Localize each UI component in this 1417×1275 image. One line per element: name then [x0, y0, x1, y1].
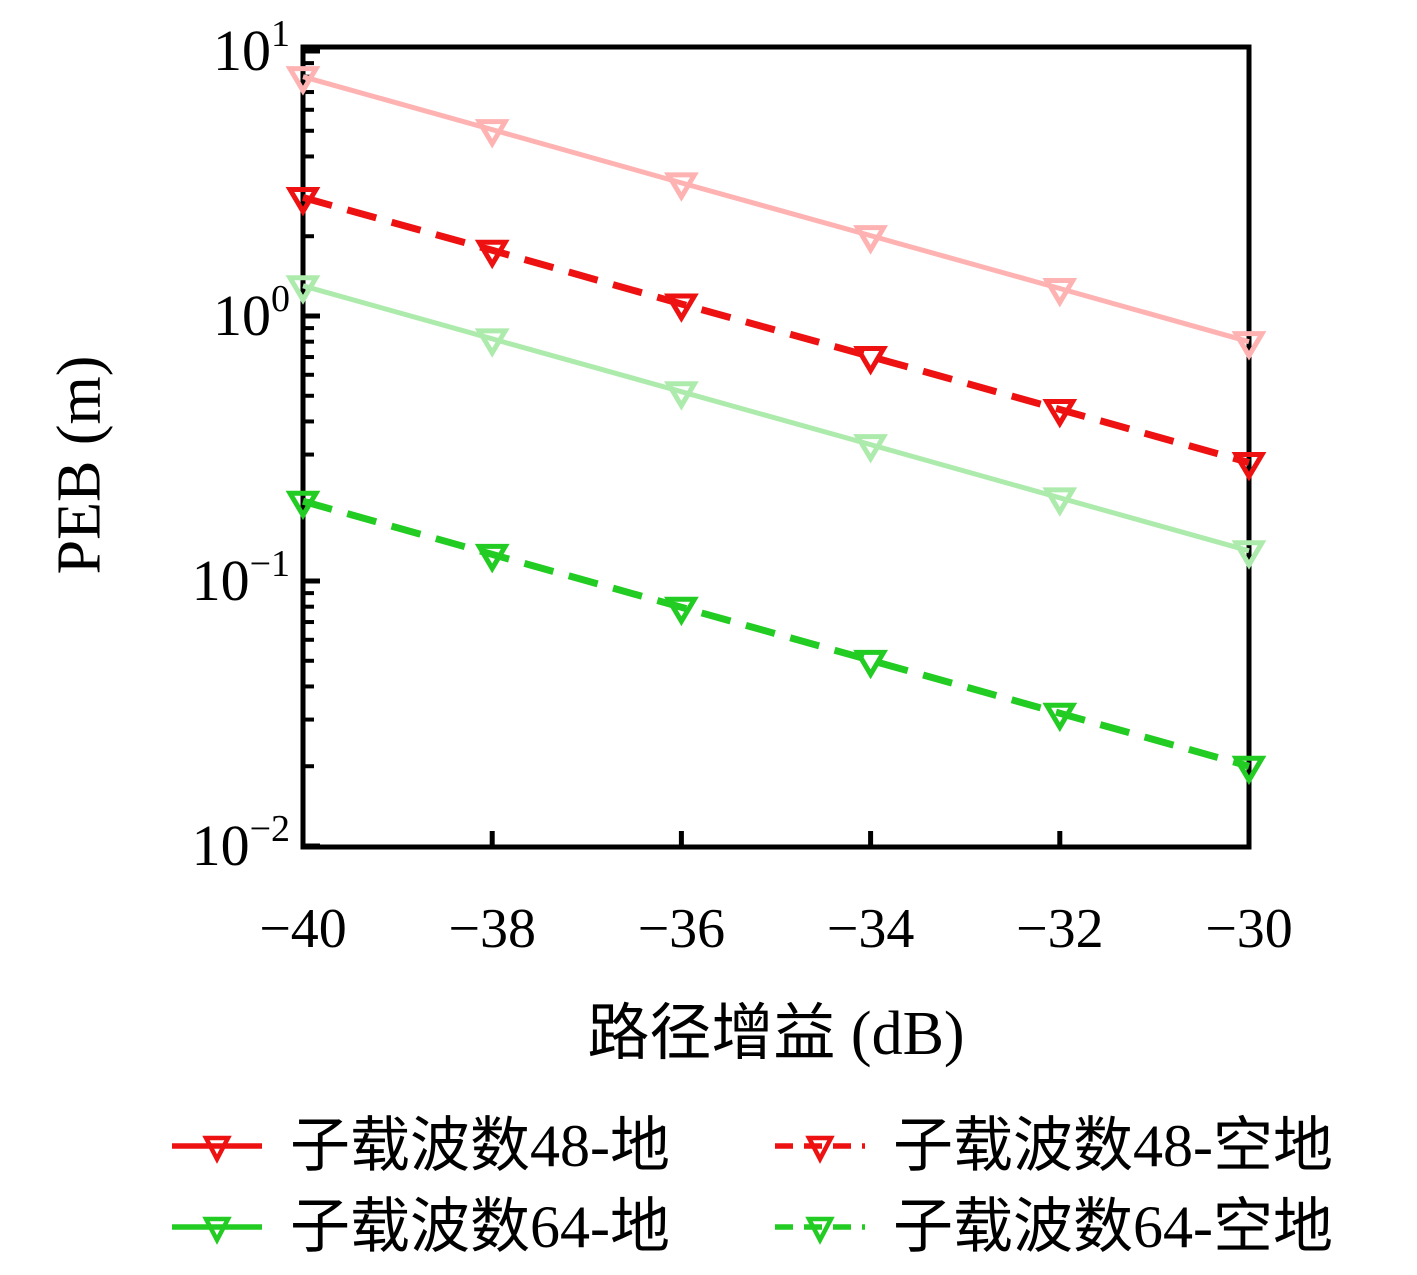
series-marker-64-air-ground [1231, 755, 1267, 786]
legend-item-2: 子载波数64-地 [170, 1197, 670, 1257]
series-marker-64-air-ground [1042, 702, 1078, 733]
x-tick-label: −36 [638, 898, 726, 960]
series-line-64-ground [302, 283, 1250, 554]
series-marker-64-air-ground [474, 543, 510, 574]
y-tick-label: 10−1 [192, 543, 290, 613]
legend-item-3: 子载波数64-空地 [773, 1197, 1333, 1257]
series-marker-64-air-ground [664, 596, 699, 627]
series-marker-48-air-ground [474, 239, 510, 270]
series-marker-48-air-ground [1042, 398, 1078, 429]
series-marker-64-air-ground [285, 490, 321, 521]
series-marker-48-ground [474, 119, 510, 149]
y-tick-label: 10−2 [192, 808, 290, 878]
series-marker-48-ground [285, 66, 321, 96]
legend-sample-dashed-line [775, 1135, 865, 1164]
legend-label: 子载波数48-地 [290, 1113, 670, 1179]
legend-marker-triangle-down-icon [202, 1135, 232, 1164]
legend-sample-solid-line [172, 1216, 262, 1245]
series-marker-64-ground [285, 275, 321, 305]
series-marker-48-ground [664, 172, 699, 202]
legend-item-1: 子载波数48-空地 [773, 1116, 1333, 1176]
y-tick-label: 100 [213, 278, 290, 348]
legend-label: 子载波数64-地 [290, 1194, 670, 1260]
series-marker-64-ground [664, 381, 699, 411]
series-marker-48-ground [1231, 331, 1267, 361]
x-tick-label: −30 [1205, 898, 1293, 960]
x-tick-label: −40 [259, 898, 347, 960]
series-marker-64-ground [1231, 540, 1267, 570]
legend-item-0: 子载波数48-地 [170, 1116, 670, 1176]
series-line-48-air-ground [302, 194, 1250, 466]
series-marker-48-air-ground [853, 346, 888, 376]
series-marker-48-ground [1042, 277, 1078, 308]
legend-marker-triangle-down-icon [805, 1135, 835, 1164]
series-marker-64-ground [1042, 487, 1078, 517]
series-marker-48-air-ground [285, 187, 321, 217]
legend-sample-dashed-line [775, 1216, 865, 1245]
series-marker-48-ground [853, 225, 888, 255]
legend-label: 子载波数64-空地 [893, 1194, 1333, 1260]
legend-sample-solid-line [172, 1135, 262, 1164]
legend-label: 子载波数48-空地 [893, 1113, 1333, 1179]
series-marker-48-air-ground [1231, 452, 1267, 482]
series-marker-64-ground [853, 434, 888, 464]
series-marker-64-ground [474, 328, 510, 358]
series-line-64-air-ground [302, 497, 1250, 770]
legend-marker-triangle-down-icon [202, 1216, 232, 1245]
x-tick-label: −34 [827, 898, 915, 960]
series-line-48-ground [302, 74, 1250, 345]
axis-frame [300, 44, 1252, 850]
y-tick-label: 101 [213, 13, 290, 83]
x-tick-label: −32 [1016, 898, 1104, 960]
y-axis-label: PEB (m) [45, 355, 114, 575]
legend-marker-triangle-down-icon [805, 1216, 835, 1245]
x-axis-label: 路径增益 (dB) [587, 1000, 965, 1068]
series-marker-48-air-ground [664, 293, 699, 323]
x-tick-label: −38 [448, 898, 536, 960]
series-marker-64-air-ground [853, 649, 888, 680]
